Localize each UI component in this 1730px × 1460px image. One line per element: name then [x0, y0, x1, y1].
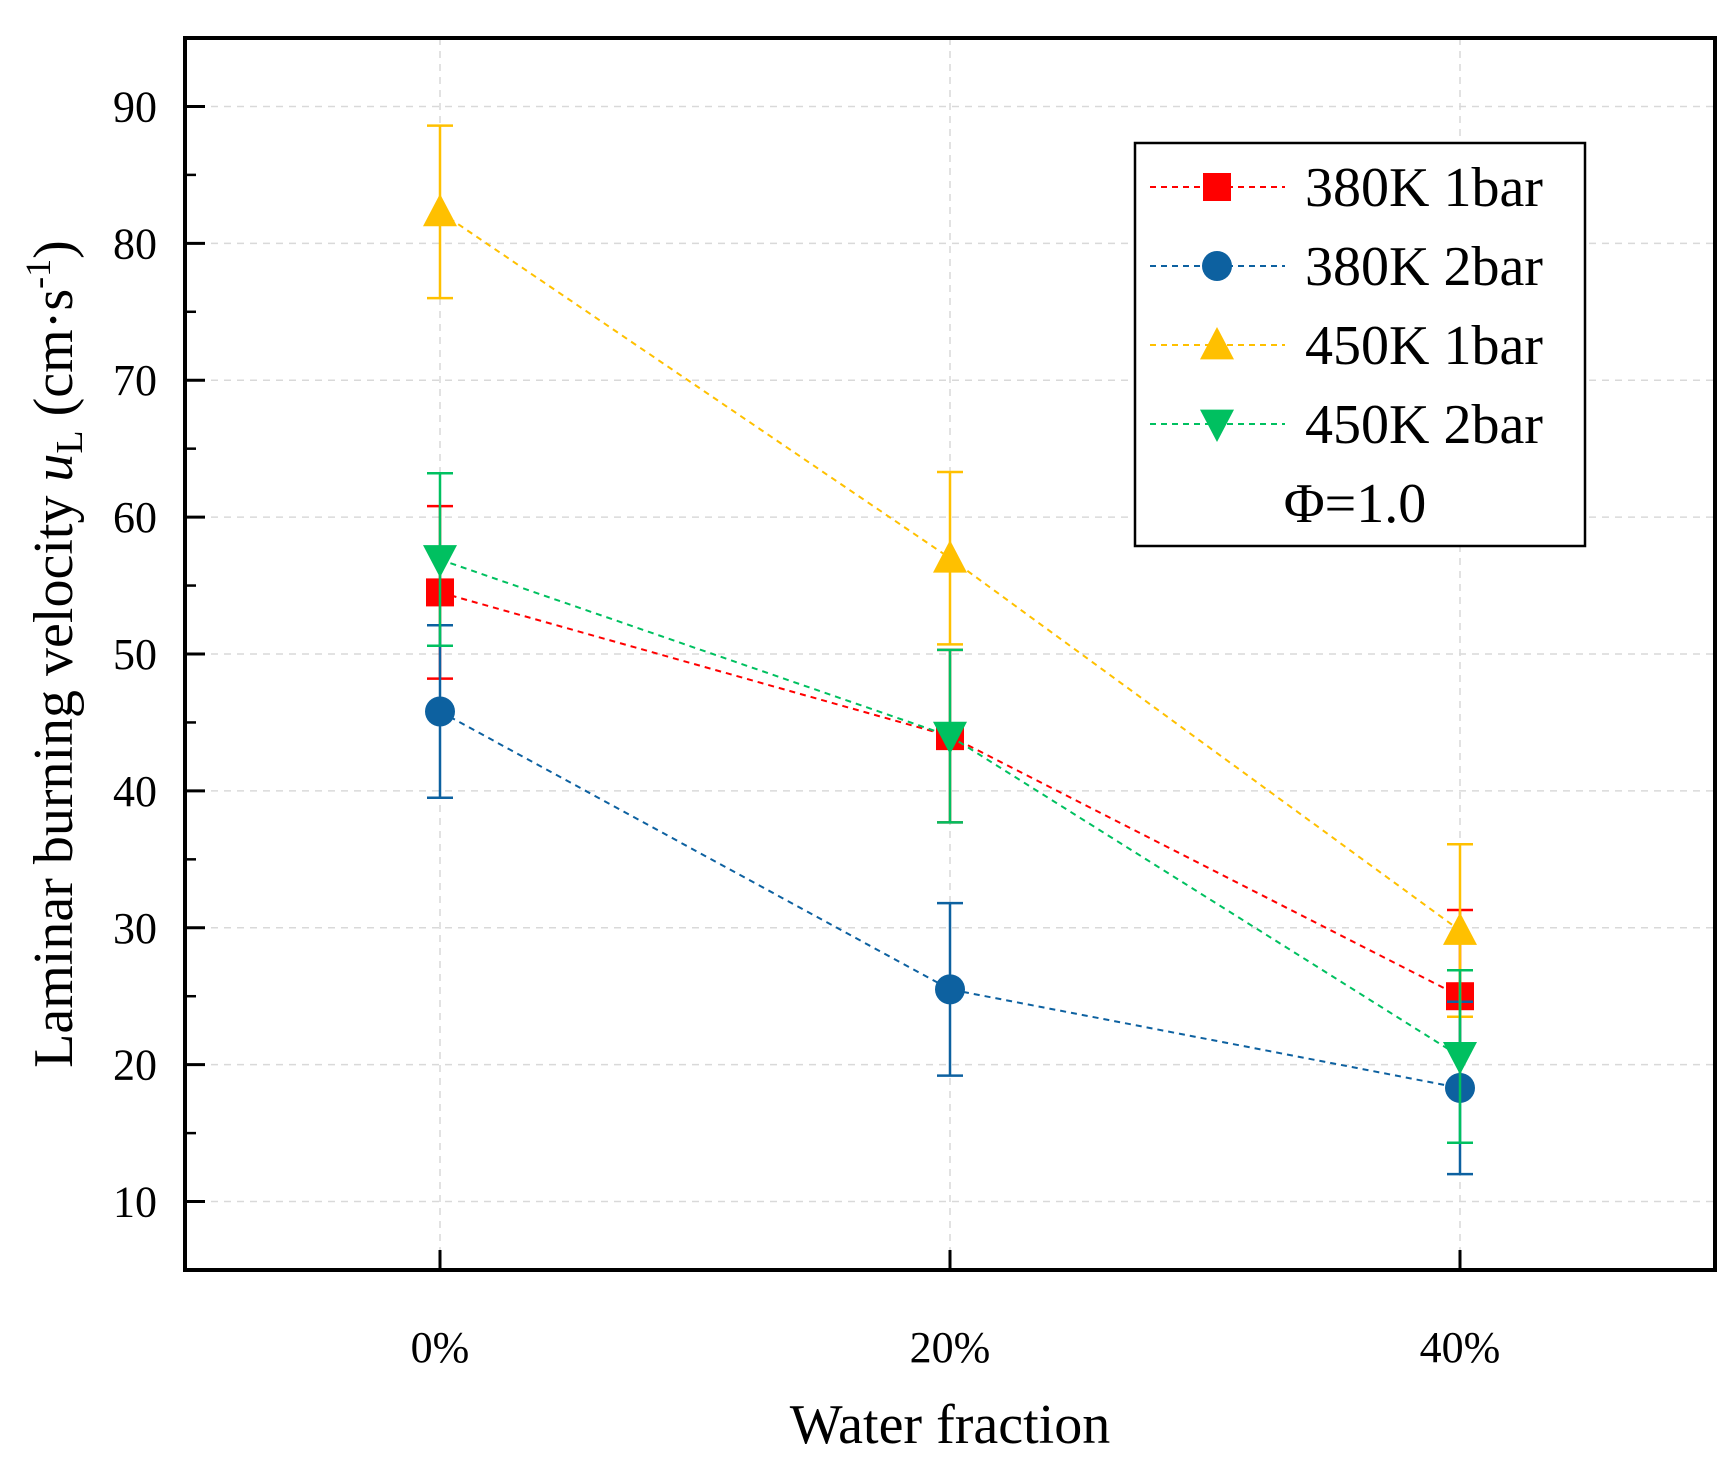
- y-tick-label: 80: [113, 219, 157, 268]
- y-axis-title-unit-exp: -1: [18, 259, 58, 289]
- series-450k-2bar: [423, 472, 1477, 1144]
- x-tick-label: 40%: [1420, 1323, 1501, 1372]
- y-tick-label: 10: [113, 1178, 157, 1227]
- marker-triangle-up: [1443, 912, 1477, 945]
- legend-entry: 380K 2bar: [1150, 236, 1543, 298]
- y-tick-label: 30: [113, 904, 157, 953]
- x-tick-label: 0%: [411, 1323, 470, 1372]
- y-tick-label: 40: [113, 767, 157, 816]
- y-axis-title-unit-close: ): [23, 240, 85, 259]
- y-tick-label: 50: [113, 630, 157, 679]
- marker-triangle-down: [933, 721, 967, 755]
- y-tick-label: 70: [113, 356, 157, 405]
- y-tick-label: 20: [113, 1041, 157, 1090]
- marker-square: [1203, 173, 1231, 201]
- y-tick-label: 90: [113, 82, 157, 131]
- legend-label: 450K 1bar: [1305, 315, 1543, 377]
- legend-entries: 380K 1bar 380K 2bar 450K 1bar 450K 2bar: [1150, 157, 1543, 456]
- marker-triangle-down: [1200, 409, 1234, 442]
- marker-triangle-down: [1443, 1042, 1477, 1075]
- y-axis-title-subscript: L: [49, 430, 91, 453]
- marker-circle: [425, 696, 455, 727]
- marker-triangle-down: [423, 545, 457, 578]
- marker-triangle-up: [933, 540, 967, 573]
- legend-entry: 450K 2bar: [1150, 394, 1543, 456]
- legend-label: 380K 1bar: [1305, 157, 1543, 219]
- y-axis-title-unit-open: (cm·s: [23, 289, 85, 431]
- legend-entry: 450K 1bar: [1150, 315, 1543, 377]
- y-tick-label: 60: [113, 493, 157, 542]
- marker-circle: [935, 974, 965, 1005]
- legend-label: 380K 2bar: [1305, 236, 1543, 298]
- marker-circle: [1202, 251, 1232, 281]
- marker-triangle-up: [423, 193, 457, 227]
- legend: 380K 1bar 380K 2bar 450K 1bar 450K 2bar Φ=1…: [1133, 141, 1587, 548]
- x-axis-title: Water fraction: [790, 1394, 1110, 1456]
- y-axis-title: Laminar burning velocity uL (cm·s-1): [18, 240, 91, 1068]
- x-tick-label: 20%: [910, 1323, 991, 1372]
- legend-entry: 380K 1bar: [1150, 157, 1543, 219]
- y-axis-title-symbol: u: [23, 454, 85, 482]
- legend-label: 450K 2bar: [1305, 394, 1543, 456]
- axes: 10 20 30 40 50 60 70 80 90 0% 20% 40%: [113, 36, 1501, 1372]
- plot-series: [423, 124, 1477, 1176]
- marker-triangle-up: [1200, 327, 1234, 360]
- y-axis-title-prefix: Laminar burning velocity: [23, 482, 85, 1068]
- series-450k-1bar: [423, 124, 1477, 1019]
- legend-annotation: Φ=1.0: [1284, 473, 1427, 535]
- series-line: [439, 710, 1461, 1089]
